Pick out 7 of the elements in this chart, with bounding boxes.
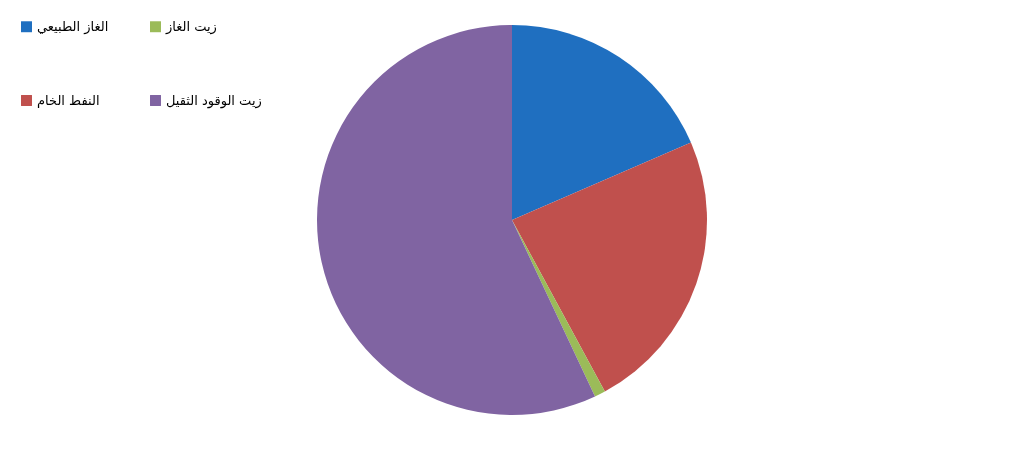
legend-label: زيت الوقود الثقيل <box>166 92 262 109</box>
pie-slice <box>512 142 707 392</box>
legend-label: النفط الخام <box>37 92 100 108</box>
pie-slice <box>512 25 691 220</box>
legend-label: زيت الغاز <box>165 18 217 35</box>
pie-slice <box>317 25 596 415</box>
legend-label: الغاز الطبيعي <box>37 18 109 35</box>
